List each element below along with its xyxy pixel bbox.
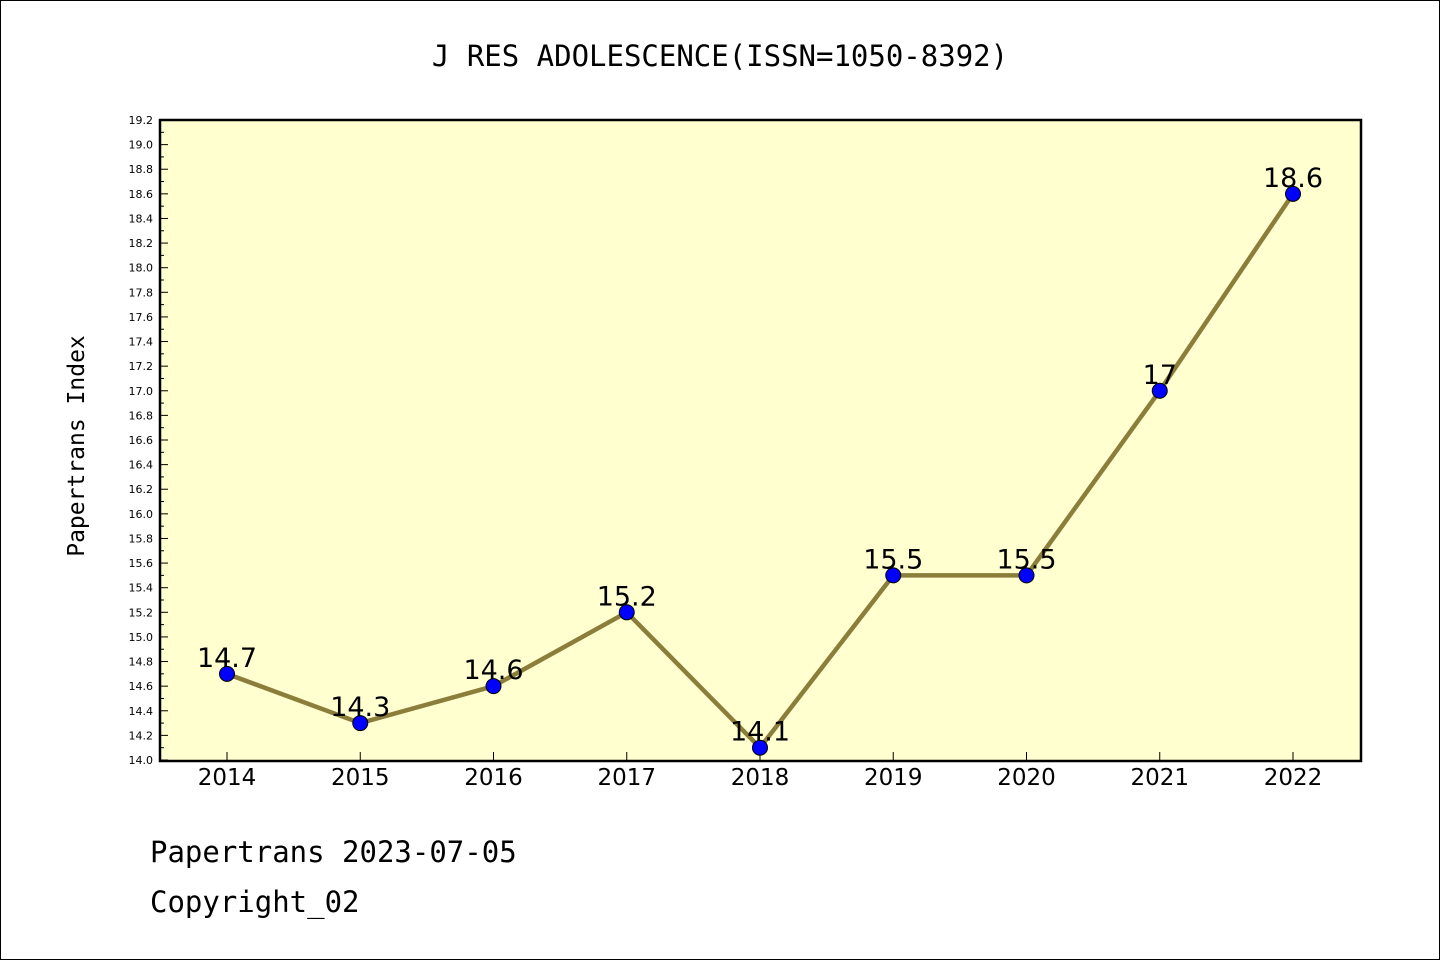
x-axis: 2014 2015 2016 2017 2018 2019 2020 2021 2022 [198,752,1323,791]
y-tick-label: 18.6 [129,188,154,201]
y-tick-label: 17.4 [129,336,154,349]
x-tick-label: 2020 [997,765,1056,791]
y-tick-label: 14.2 [129,729,154,742]
data-label: 14.7 [197,643,257,674]
data-label: 14.1 [730,717,790,748]
data-label: 17 [1143,360,1177,391]
y-tick-label: 14.0 [129,754,154,767]
data-label: 15.5 [863,544,923,575]
y-tick-label: 16.2 [129,483,154,496]
data-label: 15.5 [996,544,1056,575]
y-tick-label: 14.8 [129,656,154,669]
y-axis-label: Papertrans Index [64,335,90,557]
x-tick-label: 2022 [1264,765,1323,791]
y-tick-label: 17.2 [129,360,154,373]
y-tick-label: 15.6 [129,557,154,570]
x-tick-label: 2018 [731,765,790,791]
data-point [485,678,502,695]
y-tick-label: 14.6 [129,680,154,693]
y-tick-label: 19.0 [129,139,154,152]
x-tick-label: 2021 [1130,765,1189,791]
data-point [752,739,768,756]
y-tick-label: 18.8 [129,163,154,176]
y-tick-label: 15.8 [129,532,154,545]
y-axis: 14.0 14.2 14.4 14.6 14.8 15.0 15.2 15.4 15.6 15.8… [129,114,168,767]
data-label: 15.2 [597,581,657,612]
y-tick-label: 17.0 [129,385,154,398]
plot-area [158,118,1363,763]
y-tick-label: 16.8 [129,409,154,422]
data-label: 14.3 [330,692,390,723]
y-tick-label: 18.4 [129,212,154,225]
y-tick-label: 17.6 [129,311,154,324]
data-label: 18.6 [1263,163,1323,194]
y-tick-label: 19.2 [129,114,154,127]
footer-date: Papertrans 2023-07-05 [150,835,517,869]
data-point [352,715,369,732]
y-tick-label: 15.4 [129,582,154,595]
chart-title: J RES ADOLESCENCE(ISSN=1050-8392) [432,39,1008,73]
y-tick-label: 17.8 [129,286,154,299]
series-layer: 14.7 14.3 14.6 15.2 14.1 15.5 15.5 17 18.6 [197,163,1323,756]
y-tick-label: 15.0 [129,631,154,644]
data-point [885,567,902,584]
footer-copyright: Copyright_02 [150,885,360,919]
x-tick-label: 2015 [331,765,390,791]
data-label: 14.6 [463,655,523,686]
x-tick-label: 2019 [864,765,923,791]
x-tick-label: 2016 [464,765,523,791]
x-tick-label: 2017 [597,765,656,791]
data-point [1151,382,1168,399]
y-tick-label: 15.2 [129,606,154,619]
data-point [1018,567,1035,584]
y-tick-label: 16.6 [129,434,154,447]
y-tick-label: 16.4 [129,459,154,472]
y-tick-label: 14.4 [129,705,154,718]
y-tick-label: 18.0 [129,262,154,275]
data-point [618,604,635,621]
y-tick-label: 16.0 [129,508,154,521]
y-tick-label: 18.2 [129,237,154,250]
data-point [1285,185,1301,202]
x-tick-label: 2014 [198,765,257,791]
data-point [219,665,235,682]
